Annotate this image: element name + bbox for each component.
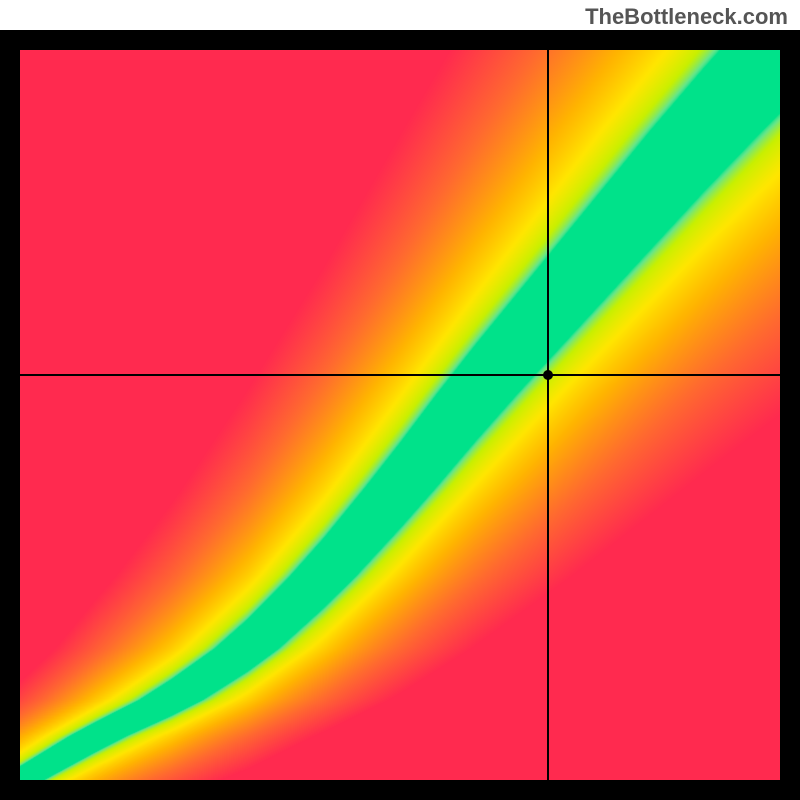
- crosshair-marker: [543, 370, 553, 380]
- crosshair-horizontal: [20, 374, 780, 376]
- chart-outer-frame: [0, 30, 800, 800]
- crosshair-vertical: [547, 50, 549, 780]
- watermark-text: TheBottleneck.com: [585, 4, 788, 30]
- heatmap-canvas: [20, 50, 780, 780]
